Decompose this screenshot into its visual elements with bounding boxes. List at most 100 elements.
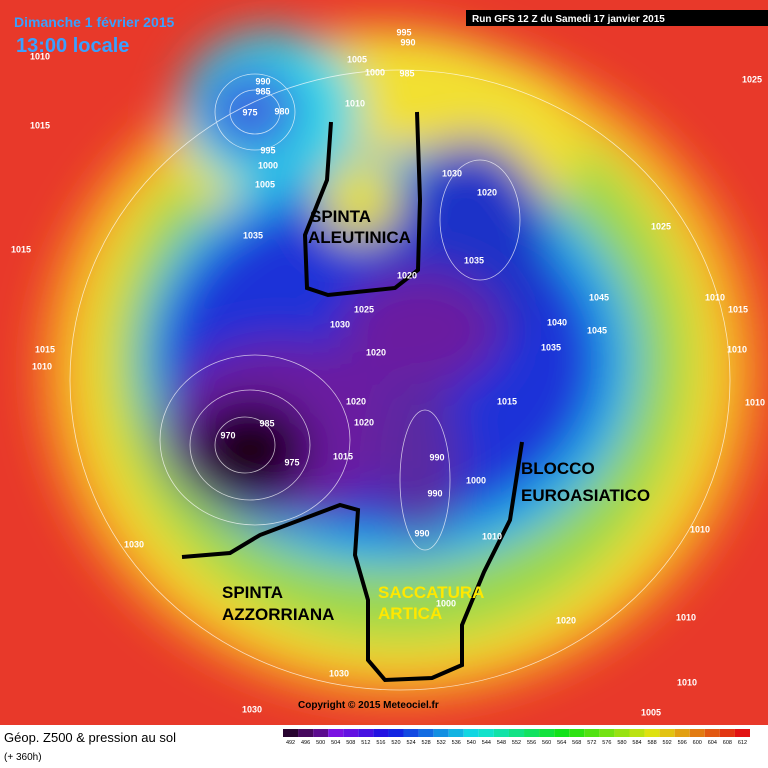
copyright: Copyright © 2015 Meteociel.fr [298,700,439,711]
isobar-label: 1010 [705,292,725,302]
scale-label: 596 [678,740,687,746]
scale-swatch [478,729,494,737]
height-field [40,30,760,700]
scale-swatch [674,729,690,737]
isobar-label: 990 [427,488,442,498]
scale-label: 548 [497,740,506,746]
isobar-label: 1030 [329,668,349,678]
isobar-label: 1020 [354,417,374,427]
scale-label: 556 [527,740,536,746]
scale-swatch [403,729,419,737]
scale-swatch [343,729,359,737]
scale-label: 508 [346,740,355,746]
isobar-label: 1010 [745,397,765,407]
isobar-label: 1005 [641,707,661,717]
annotation: BLOCCO [521,459,595,478]
isobar-label: 1035 [541,342,561,352]
isobar-label: 1035 [243,230,263,240]
isobar-label: 980 [274,106,289,116]
isobar-label: 1015 [30,120,50,130]
scale-label: 604 [708,740,717,746]
scale-label: 600 [693,740,702,746]
scale-swatch [584,729,600,737]
isobar-label: 1010 [482,531,502,541]
scale-label: 544 [482,740,491,746]
footer-lead: (+ 360h) [4,752,42,763]
scale-swatch [659,729,675,737]
scale-swatch [433,729,449,737]
scale-swatch [539,729,555,737]
isobar-label: 1010 [345,98,365,108]
scale-label: 572 [587,740,596,746]
isobar-label: 1020 [477,187,497,197]
isobar-label: 1015 [497,396,517,406]
scale-swatch [358,729,374,737]
scale-swatch [629,729,645,737]
run-info: Run GFS 12 Z du Samedi 17 janvier 2015 [472,14,665,25]
scale-swatch [524,729,540,737]
scale-swatch [569,729,585,737]
scale-label: 584 [632,740,641,746]
isobar-label: 1035 [464,255,484,265]
scale-label: 516 [376,740,385,746]
scale-swatch [599,729,615,737]
scale-swatch [328,729,344,737]
scale-swatch [373,729,389,737]
scale-label: 568 [572,740,581,746]
scale-label: 536 [452,740,461,746]
scale-swatch [614,729,630,737]
scale-swatch [644,729,660,737]
isobar-label: 1025 [354,304,374,314]
annotation: AZZORRIANA [222,605,334,624]
isobar-label: 1015 [333,451,353,461]
isobar-label: 1025 [742,74,762,84]
annotation: SACCATURA [378,583,484,602]
annotation: ALEUTINICA [308,228,411,247]
scale-swatch [689,729,705,737]
annotations: SPINTA ALEUTINICA BLOCCO EUROASIATICO SACCAT… [222,207,650,624]
isobar-label: 1010 [32,361,52,371]
isobar-label: 970 [220,430,235,440]
isobar-label: 975 [242,107,257,117]
isobar-label: 1040 [547,317,567,327]
date: Dimanche 1 février 2015 [14,14,175,30]
isobar-label: 1045 [589,292,609,302]
scale-label: 532 [437,740,446,746]
scale-label: 492 [286,740,295,746]
scale-label: 608 [723,740,732,746]
scale-label: 528 [422,740,431,746]
annotation: SPINTA [310,207,371,226]
isobar-label: 990 [255,76,270,86]
annotation: EUROASIATICO [521,486,650,505]
scale-label: 576 [602,740,611,746]
isobar-label: 1010 [727,344,747,354]
isobar-label: 1000 [365,67,385,77]
isobar-label: 1010 [30,51,50,61]
isobar-label: 985 [399,68,414,78]
isobar-label: 995 [260,145,275,155]
footer-title: Géop. Z500 & pression au sol [4,730,176,745]
scale-label: 588 [647,740,656,746]
scale-label: 612 [738,740,747,746]
isobar-label: 1015 [11,244,31,254]
isobar-label: 1030 [124,539,144,549]
isobar-label: 1005 [255,179,275,189]
scale-swatch [418,729,434,737]
isobar-label: 1010 [676,612,696,622]
annotation: ARTICA [378,604,442,623]
scale-label: 500 [316,740,325,746]
scale-swatch [283,729,299,737]
isobar-label: 1020 [397,270,417,280]
color-scale: 492 496 500 504 508 512 516 520 524 528 532 536 540 5… [283,729,750,746]
scale-swatch [508,729,525,737]
scale-label: 524 [406,740,415,746]
isobar-label: 990 [400,37,415,47]
run-banner [466,10,768,26]
isobar-label: 1010 [677,677,697,687]
scale-swatch [554,729,570,737]
annotation: SPINTA [222,583,283,602]
isobar-label: 985 [255,86,270,96]
annotation-lines [181,111,524,683]
